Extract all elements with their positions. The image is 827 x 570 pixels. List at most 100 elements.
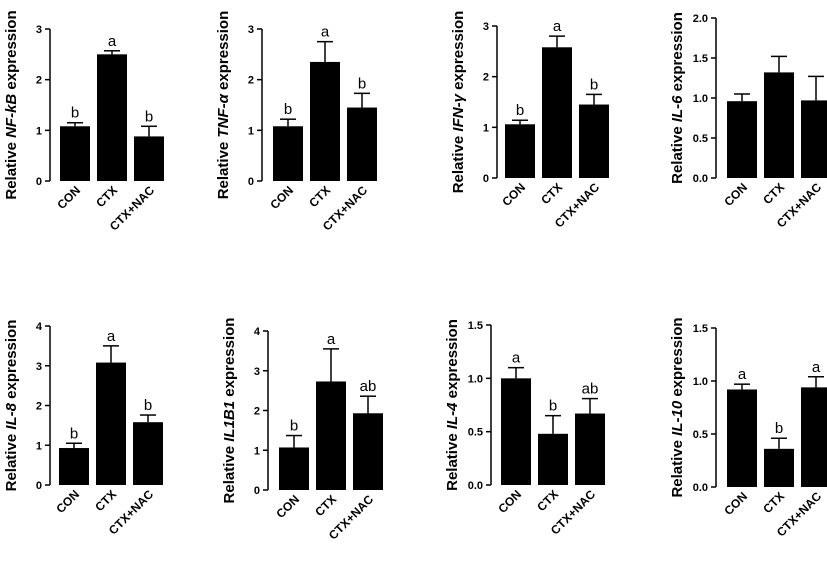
significance-letter: ab <box>582 381 599 398</box>
y-axis-title-suffix: expression <box>215 11 232 94</box>
bar-ctx-nac <box>579 104 609 178</box>
bar-ctx-nac <box>134 136 164 181</box>
significance-letter: a <box>107 328 116 345</box>
y-axis-title: Relative TNF-α expression <box>215 11 232 200</box>
y-axis-title-gene: NF-kB <box>3 94 20 138</box>
bar-con <box>727 389 757 487</box>
x-category-label: CON <box>53 487 82 516</box>
y-tick-label: 4 <box>254 326 261 338</box>
x-category-label: CTX <box>312 492 339 519</box>
y-axis-title-prefix: Relative <box>221 442 238 504</box>
significance-letter: b <box>516 102 524 119</box>
x-category-label: CTX <box>534 487 561 514</box>
bar-ctx <box>316 381 346 490</box>
y-axis-title-gene: IFN-γ <box>450 92 467 131</box>
y-tick-label: 1 <box>254 445 260 457</box>
y-tick-label: 2.0 <box>693 13 708 25</box>
x-category-label: CTX <box>760 180 787 207</box>
y-axis-title-prefix: Relative <box>215 138 232 200</box>
significance-letter: ab <box>360 378 377 395</box>
bar-con <box>273 126 303 181</box>
significance-letter: b <box>70 425 78 442</box>
bar-ctx <box>310 61 340 181</box>
chart-panel-8: 0.0 0.5 1.0 1.5 Relative IL-10 expression a CO… <box>669 317 827 539</box>
y-tick-label: 1.5 <box>693 323 708 335</box>
y-axis-title-prefix: Relative <box>3 430 20 492</box>
y-tick-label: 0.5 <box>693 429 708 441</box>
significance-letter: b <box>145 108 153 125</box>
y-tick-label: 2 <box>248 75 254 87</box>
y-axis-title: Relative IL1B1 expression <box>221 318 238 504</box>
significance-letter: b <box>144 397 152 414</box>
y-tick-label: 1 <box>36 440 42 452</box>
y-axis-title-suffix: expression <box>3 320 20 403</box>
y-axis-title: Relative IL-10 expression <box>669 317 686 497</box>
y-axis-title-prefix: Relative <box>450 132 467 194</box>
significance-letter: a <box>512 350 521 367</box>
significance-letter: a <box>553 18 562 35</box>
y-tick-label: 2 <box>254 406 260 418</box>
y-axis-title-gene: IL-4 <box>444 402 461 429</box>
bar-ctx-nac <box>575 413 605 485</box>
y-tick-label: 1 <box>483 122 489 134</box>
y-axis-title: Relative IL-6 expression <box>669 12 686 184</box>
x-category-label: CON <box>499 180 528 209</box>
y-tick-label: 0 <box>36 176 42 188</box>
y-tick-label: 1.0 <box>693 93 708 105</box>
y-tick-label: 1.0 <box>468 373 483 385</box>
y-tick-label: 0 <box>248 176 254 188</box>
bar-con <box>727 101 757 178</box>
y-tick-label: 3 <box>36 361 42 373</box>
y-axis-title-suffix: expression <box>3 10 20 93</box>
y-tick-label: 0.0 <box>468 480 483 492</box>
significance-letter: b <box>775 420 783 437</box>
significance-letter: a <box>738 366 747 383</box>
y-axis-title-gene: IL-6 <box>669 95 686 122</box>
bar-ctx <box>764 448 794 487</box>
y-tick-label: 1.0 <box>693 376 708 388</box>
bar-ctx-nac <box>133 422 163 485</box>
y-tick-label: 3 <box>36 24 42 36</box>
y-tick-label: 3 <box>248 24 254 36</box>
significance-letter: b <box>549 398 557 415</box>
y-tick-label: 0 <box>483 173 489 185</box>
chart-panel-7: 0.0 0.5 1.0 1.5 Relative IL-4 expression a CON… <box>444 319 605 537</box>
significance-letter: b <box>290 418 298 435</box>
y-axis-title-prefix: Relative <box>3 138 20 200</box>
y-tick-label: 2 <box>483 72 489 84</box>
y-tick-label: 1.5 <box>468 320 483 332</box>
significance-letter: b <box>284 101 292 118</box>
y-tick-label: 0 <box>36 480 42 492</box>
bar-ctx <box>542 47 572 178</box>
x-category-label: CTX <box>538 180 565 207</box>
y-tick-label: 0 <box>254 485 260 497</box>
y-tick-label: 0.5 <box>693 133 708 145</box>
bar-ctx-nac <box>801 387 827 487</box>
y-axis-title-gene: TNF-α <box>215 93 232 137</box>
y-tick-label: 3 <box>483 21 489 33</box>
bar-con <box>60 126 90 181</box>
bar-ctx-nac <box>347 107 377 181</box>
significance-letter: b <box>71 105 79 122</box>
y-axis-title-suffix: expression <box>669 12 686 95</box>
y-tick-label: 4 <box>36 321 43 333</box>
y-axis-title-prefix: Relative <box>444 429 461 491</box>
y-tick-label: 0.0 <box>693 173 708 185</box>
bar-ctx <box>97 54 127 182</box>
y-axis-title-prefix: Relative <box>669 122 686 184</box>
chart-panel-4: 0.0 0.5 1.0 1.5 2.0 Relative IL-6 expression C… <box>669 12 827 230</box>
significance-letter: b <box>590 76 598 93</box>
y-axis-title: Relative NF-kB expression <box>3 10 20 199</box>
y-tick-label: 3 <box>254 366 260 378</box>
x-category-label: CON <box>54 183 83 212</box>
y-tick-label: 2 <box>36 401 42 413</box>
y-axis-title: Relative IL-4 expression <box>444 319 461 491</box>
significance-letter: a <box>327 331 336 348</box>
y-axis-title-suffix: expression <box>444 319 461 402</box>
y-axis-title: Relative IFN-γ expression <box>450 11 467 194</box>
bar-ctx <box>538 433 568 485</box>
y-axis-title-gene: IL-8 <box>3 402 20 429</box>
x-category-label: CTX <box>93 183 120 210</box>
